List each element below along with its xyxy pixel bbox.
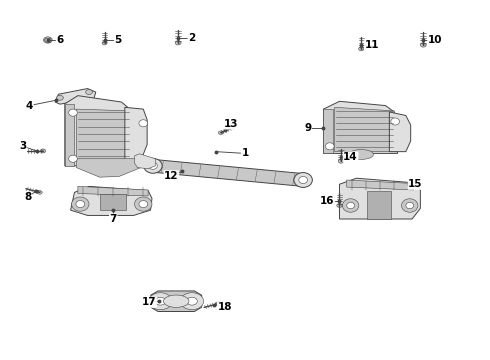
Text: 1: 1 [242,148,248,158]
Ellipse shape [164,295,189,307]
Polygon shape [323,109,333,153]
Ellipse shape [135,197,152,211]
Ellipse shape [420,43,426,47]
Ellipse shape [86,90,93,95]
Ellipse shape [347,202,354,209]
Ellipse shape [144,158,162,173]
Ellipse shape [46,39,50,41]
Polygon shape [323,101,397,153]
Ellipse shape [187,297,197,305]
Text: 9: 9 [304,122,312,132]
Ellipse shape [40,149,46,153]
Polygon shape [78,186,148,196]
Polygon shape [65,96,134,166]
Ellipse shape [391,118,399,125]
Text: 18: 18 [218,302,232,312]
Text: 2: 2 [188,33,196,43]
Ellipse shape [102,41,107,45]
Ellipse shape [401,199,418,212]
Text: 8: 8 [24,192,31,202]
Ellipse shape [299,176,308,184]
Polygon shape [125,107,147,161]
Text: 10: 10 [428,35,442,45]
Ellipse shape [139,201,147,208]
Polygon shape [367,191,392,219]
Ellipse shape [149,293,172,310]
Polygon shape [340,178,420,219]
Ellipse shape [76,201,85,208]
Text: 13: 13 [224,119,239,129]
Text: 14: 14 [343,152,358,162]
Ellipse shape [56,95,63,100]
Polygon shape [65,104,74,166]
Polygon shape [135,154,155,168]
Text: 5: 5 [115,35,122,45]
Text: 16: 16 [320,196,335,206]
Ellipse shape [69,109,77,116]
Text: 3: 3 [20,141,27,151]
Ellipse shape [37,191,42,194]
Polygon shape [55,89,96,104]
Polygon shape [71,186,152,215]
Polygon shape [76,159,141,177]
Text: 11: 11 [365,40,379,50]
Ellipse shape [148,162,157,169]
Text: 7: 7 [110,214,117,224]
Ellipse shape [219,131,223,134]
Ellipse shape [155,297,166,305]
Polygon shape [335,107,394,152]
Ellipse shape [325,143,334,150]
Polygon shape [347,180,414,190]
Text: 17: 17 [142,297,156,307]
Text: 4: 4 [26,100,33,111]
Ellipse shape [343,199,359,212]
Polygon shape [151,291,202,311]
Polygon shape [152,159,304,186]
Ellipse shape [349,149,373,159]
Ellipse shape [72,197,89,211]
Polygon shape [99,194,126,210]
Ellipse shape [337,203,342,207]
Text: 12: 12 [164,171,179,181]
Ellipse shape [139,120,147,127]
Ellipse shape [44,37,52,43]
Ellipse shape [175,41,181,45]
Ellipse shape [338,159,343,163]
Ellipse shape [69,155,77,162]
Ellipse shape [406,202,414,209]
Text: 6: 6 [56,35,64,45]
Text: 15: 15 [408,179,423,189]
Ellipse shape [180,293,203,310]
Ellipse shape [216,302,220,305]
Ellipse shape [359,47,364,51]
Ellipse shape [294,172,312,188]
Polygon shape [390,112,411,152]
Polygon shape [76,109,133,161]
